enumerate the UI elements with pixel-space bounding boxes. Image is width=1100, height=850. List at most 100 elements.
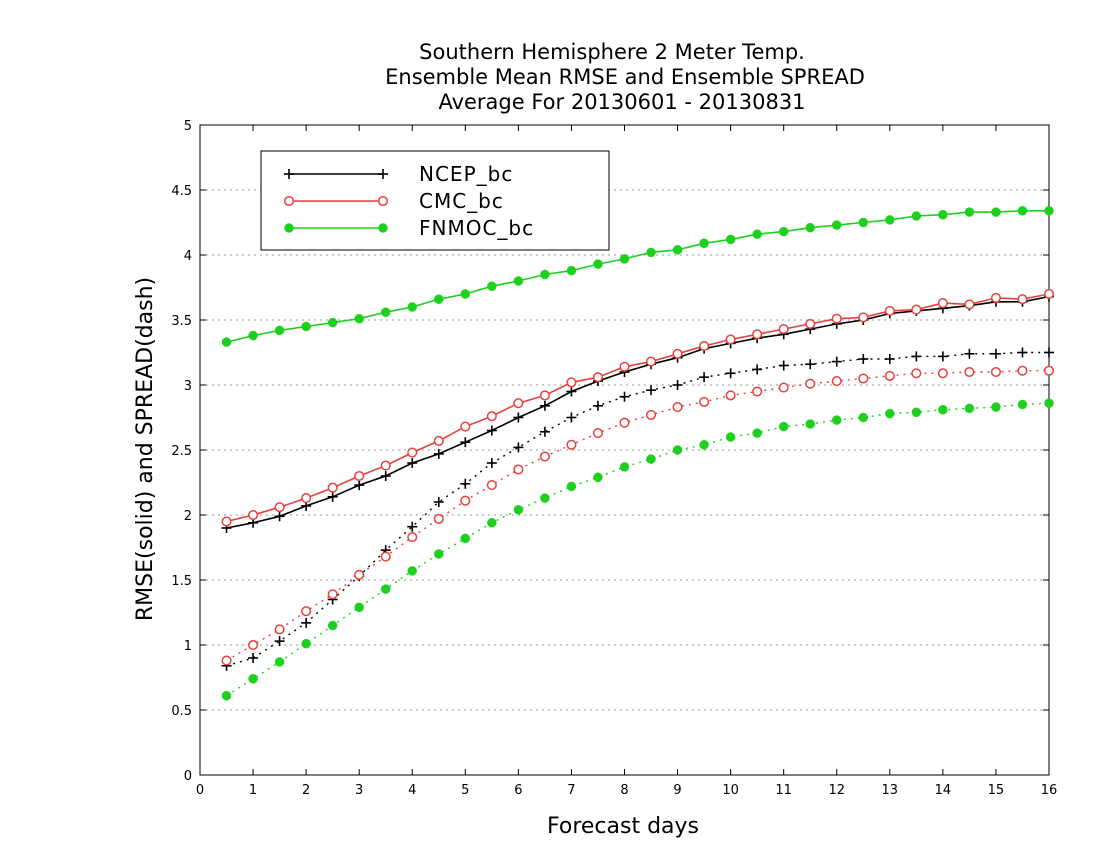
y-tick-label: 0.5: [171, 704, 192, 719]
legend: NCEP_bc CMC_bc FNMOC_bc: [260, 150, 610, 251]
data-point: [1017, 399, 1028, 410]
data-point: [301, 493, 312, 504]
data-point: [301, 638, 311, 649]
y-tick-label: 2: [184, 509, 192, 524]
data-point: [725, 390, 736, 401]
data-point: [725, 334, 736, 345]
data-point: [752, 229, 762, 239]
data-point: [619, 361, 630, 372]
data-point: [937, 368, 948, 379]
data-point: [831, 376, 842, 387]
data-point: [752, 329, 763, 340]
data-point: [327, 491, 338, 502]
data-point: [513, 505, 524, 515]
data-point: [274, 511, 285, 522]
data-point: [725, 432, 736, 442]
data-point: [1017, 365, 1028, 376]
data-point: [646, 247, 656, 258]
y-tick-label: 4.5: [171, 184, 192, 199]
data-point: [884, 370, 895, 381]
data-point: [1044, 206, 1054, 216]
data-point: [248, 674, 258, 684]
data-point: [354, 313, 364, 324]
data-point: [460, 478, 471, 489]
data-point: [805, 359, 816, 370]
x-tick-label: 14: [935, 783, 952, 798]
y-tick-label: 3.5: [171, 314, 192, 329]
legend-marker: [378, 223, 388, 233]
data-point: [964, 299, 975, 310]
data-point: [354, 470, 365, 482]
data-point: [407, 447, 418, 458]
data-point: [460, 495, 471, 506]
data-point: [407, 458, 418, 468]
data-point: [752, 428, 762, 438]
data-point: [566, 265, 577, 276]
data-point: [433, 497, 444, 507]
data-point: [592, 372, 604, 383]
legend-item: FNMOC_bc: [284, 216, 534, 240]
data-point: [1044, 347, 1054, 358]
data-point: [248, 509, 259, 521]
data-point: [858, 312, 869, 323]
data-point: [566, 439, 577, 450]
data-point: [380, 551, 391, 562]
data-point: [990, 366, 1001, 378]
data-point: [937, 351, 948, 362]
data-point: [699, 340, 710, 352]
data-point: [460, 533, 471, 544]
data-point: [991, 402, 1001, 412]
data-point: [1043, 365, 1055, 376]
data-point: [858, 373, 869, 384]
data-point: [885, 215, 895, 225]
x-tick-label: 12: [828, 783, 845, 798]
y-tick-label: 3: [184, 379, 192, 394]
legend-label: CMC_bc: [419, 189, 504, 213]
y-tick-label: 1.5: [171, 574, 192, 589]
data-point: [513, 398, 524, 409]
data-point: [513, 442, 524, 453]
data-point: [539, 390, 550, 401]
data-point: [725, 234, 736, 245]
legend-label: FNMOC_bc: [419, 216, 534, 240]
data-point: [884, 305, 895, 316]
data-point: [221, 516, 232, 527]
y-tick-label: 2.5: [171, 444, 192, 459]
data-point: [805, 318, 816, 329]
data-point: [354, 602, 364, 613]
data-point: [964, 366, 975, 378]
x-tick-label: 2: [302, 783, 310, 798]
data-point: [301, 617, 312, 628]
x-tick-label: 10: [722, 783, 739, 798]
data-point: [460, 289, 471, 299]
data-point: [540, 493, 550, 503]
data-point: [990, 292, 1001, 303]
data-point: [672, 445, 683, 455]
data-point: [407, 302, 417, 312]
legend-item: CMC_bc: [283, 189, 504, 213]
data-point: [699, 396, 710, 407]
series-CMC_bc-dash: [221, 365, 1055, 666]
data-point: [274, 636, 285, 647]
x-tick-label: 7: [567, 783, 575, 798]
title-line-1: Southern Hemisphere 2 Meter Temp.: [419, 40, 805, 64]
data-point: [1017, 347, 1028, 358]
data-point: [911, 211, 922, 221]
data-point: [274, 325, 285, 336]
data-point: [380, 307, 391, 317]
series-FNMOC_bc-solid: [221, 206, 1054, 347]
y-tick-label: 5: [184, 119, 192, 134]
data-point: [858, 354, 869, 364]
data-point: [964, 207, 975, 217]
data-point: [327, 589, 338, 600]
data-point: [221, 655, 232, 666]
data-point: [752, 386, 763, 397]
data-point: [805, 378, 816, 389]
data-point: [858, 217, 869, 228]
data-point: [911, 368, 922, 379]
data-point: [645, 409, 657, 420]
data-point: [434, 294, 444, 304]
data-point: [380, 471, 391, 481]
x-tick-label: 6: [514, 783, 522, 798]
